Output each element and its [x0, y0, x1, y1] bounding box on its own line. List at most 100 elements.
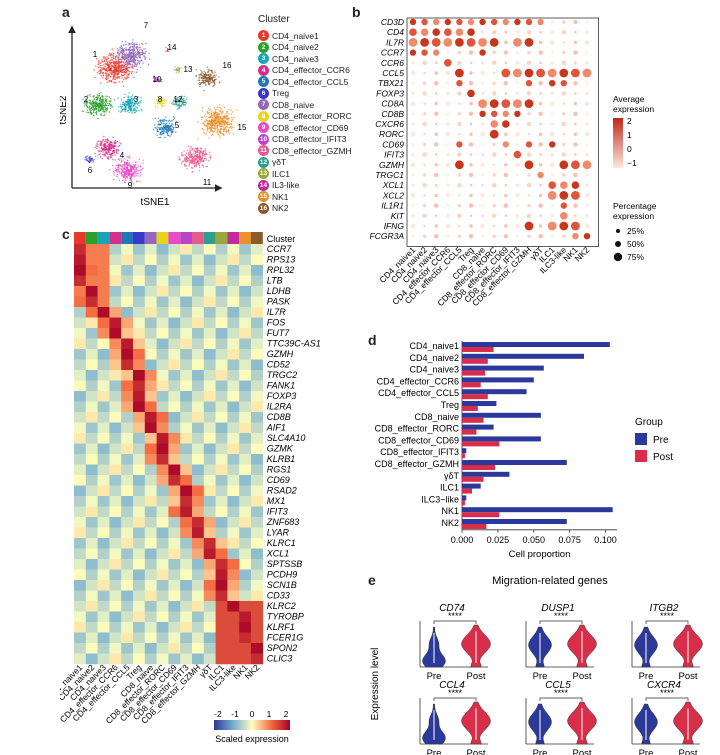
tsne-point — [207, 71, 210, 73]
tsne-point — [129, 42, 131, 45]
tsne-point — [208, 78, 211, 81]
heatmap-cell — [109, 338, 122, 350]
dot-plot-dot — [492, 234, 496, 238]
heatmap-cell — [133, 517, 146, 528]
dot-plot-dot — [422, 234, 427, 238]
heatmap-cell — [109, 391, 122, 402]
tsne-point — [191, 148, 194, 150]
tsne-point — [113, 151, 116, 153]
tsne-point — [104, 114, 106, 116]
tsne-point — [104, 57, 106, 59]
heatmap-cell — [144, 517, 157, 528]
tsne-point — [170, 130, 172, 133]
tsne-point — [127, 73, 129, 75]
tsne-point — [126, 100, 128, 103]
dot-plot-dot — [504, 163, 508, 167]
heatmap-cell — [192, 370, 205, 381]
tsne-point — [194, 152, 196, 154]
dot-plot-size-legend-title: expression — [613, 211, 654, 221]
dot-plot-dot — [446, 204, 449, 207]
tsne-point — [105, 100, 108, 102]
tsne-point — [120, 143, 122, 145]
heatmap-cluster-bar — [156, 232, 169, 244]
dot-plot-dot — [515, 61, 520, 65]
tsne-point — [128, 99, 130, 102]
tsne-point — [127, 156, 130, 158]
tsne-point — [191, 149, 193, 152]
tsne-point — [110, 153, 112, 155]
heatmap-cell — [97, 632, 110, 644]
tsne-point — [184, 159, 186, 162]
tsne-point — [157, 126, 159, 129]
tsne-point — [180, 162, 183, 165]
tsne-point — [219, 137, 221, 139]
tsne-point — [156, 107, 159, 109]
heatmap-cell — [133, 359, 146, 371]
tsne-point — [160, 136, 162, 139]
tsne-point — [201, 118, 203, 121]
dot-plot-dot — [435, 214, 438, 217]
tsne-point — [100, 75, 102, 77]
tsne-point — [142, 159, 144, 161]
significance-bracket — [433, 620, 477, 624]
tsne-point — [90, 113, 92, 115]
tsne-point — [112, 56, 114, 58]
heatmap-cell — [192, 643, 205, 654]
tsne-point — [212, 111, 215, 114]
heatmap-cell — [156, 328, 169, 339]
tsne-point — [176, 68, 178, 70]
dot-plot-dot — [456, 141, 463, 148]
tsne-point — [213, 131, 216, 133]
bar-chart-category-label: NK2 — [441, 518, 459, 528]
tsne-point — [205, 125, 208, 127]
tsne-point — [128, 66, 130, 69]
tsne-point — [213, 124, 215, 127]
heatmap-cluster-bar — [74, 232, 86, 244]
tsne-point — [230, 125, 232, 128]
dot-plot-gene-label: CCR6 — [381, 58, 404, 68]
tsne-point — [188, 159, 190, 161]
heatmap-cell — [74, 401, 87, 413]
dot-plot-dot — [504, 92, 507, 95]
tsne-point — [226, 124, 229, 126]
heatmap-cell — [144, 412, 157, 423]
heatmap-cell — [74, 370, 87, 381]
tsne-point — [114, 159, 116, 161]
dot-plot-dot — [573, 81, 578, 86]
tsne-point — [123, 68, 125, 70]
tsne-point — [106, 78, 108, 80]
tsne-point — [129, 108, 131, 110]
tsne-point — [109, 147, 111, 149]
tsne-point — [106, 60, 108, 62]
tsne-point — [203, 131, 205, 133]
dot-plot-dot — [562, 142, 566, 147]
tsne-point — [232, 133, 234, 135]
heatmap-cell — [203, 517, 216, 528]
tsne-point — [121, 103, 124, 106]
heatmap-cell — [74, 496, 87, 507]
heatmap-cell — [168, 548, 181, 560]
dot-plot-dot — [457, 213, 462, 218]
tsne-point — [93, 69, 95, 71]
tsne-point — [133, 60, 136, 62]
dot-plot-dot — [574, 153, 577, 156]
tsne-point — [111, 106, 113, 108]
heatmap-cell — [168, 559, 181, 570]
heatmap-cell — [215, 538, 228, 549]
heatmap-cell — [156, 527, 169, 539]
tsne-point — [169, 126, 172, 128]
tsne-point — [102, 74, 105, 76]
dot-plot-dot — [571, 191, 580, 200]
heatmap-cell — [192, 286, 205, 297]
tsne-point — [106, 63, 108, 65]
tsne-point — [216, 131, 218, 133]
tsne-point — [112, 164, 114, 167]
heatmap-cell — [74, 338, 87, 350]
dot-plot-dot — [527, 50, 531, 55]
tsne-point — [227, 109, 229, 111]
tsne-point — [185, 102, 187, 104]
tsne-cluster-number: 14 — [168, 43, 177, 52]
heatmap-cell — [203, 475, 216, 486]
tsne-point — [209, 115, 211, 118]
heatmap-cell — [85, 643, 98, 654]
